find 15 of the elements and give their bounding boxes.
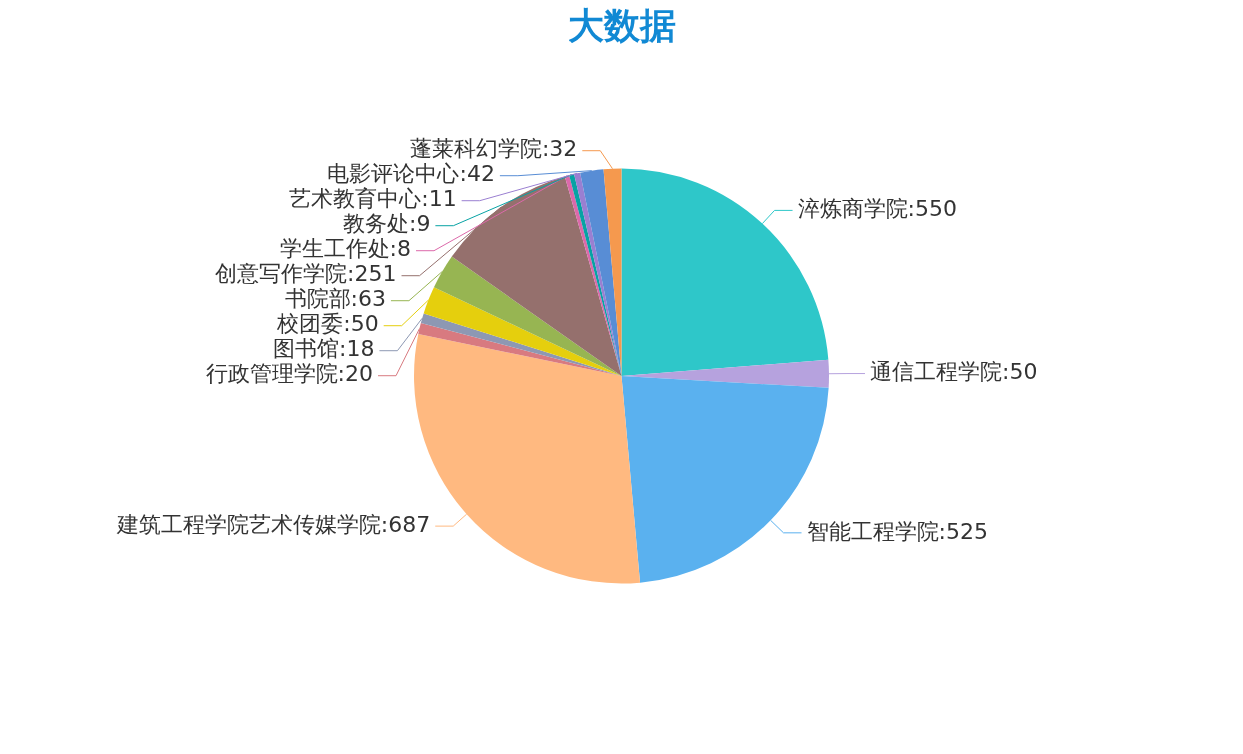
slice-label: 学生工作处:8 <box>279 236 412 262</box>
slice-label: 创意写作学院:251 <box>215 261 397 287</box>
slice-label: 智能工程学院:525 <box>806 518 988 544</box>
slice-label: 书院部:63 <box>284 286 386 312</box>
slice-label: 图书馆:18 <box>273 336 375 362</box>
slice-label: 蓬莱科幻学院:32 <box>409 136 578 162</box>
slice-label: 淬炼商学院:550 <box>797 196 957 222</box>
slice-label: 通信工程学院:50 <box>869 359 1038 385</box>
chart-title: 大数据 <box>566 4 677 48</box>
slice-label: 教务处:9 <box>342 211 431 237</box>
slice-label: 电影评论中心:42 <box>327 161 495 187</box>
slice-label: 行政管理学院:20 <box>205 361 373 387</box>
slice-label: 校团委:50 <box>276 311 379 337</box>
slice-label: 建筑工程学院艺术传媒学院:687 <box>115 511 431 537</box>
slice-label: 艺术教育中心:11 <box>289 186 457 212</box>
